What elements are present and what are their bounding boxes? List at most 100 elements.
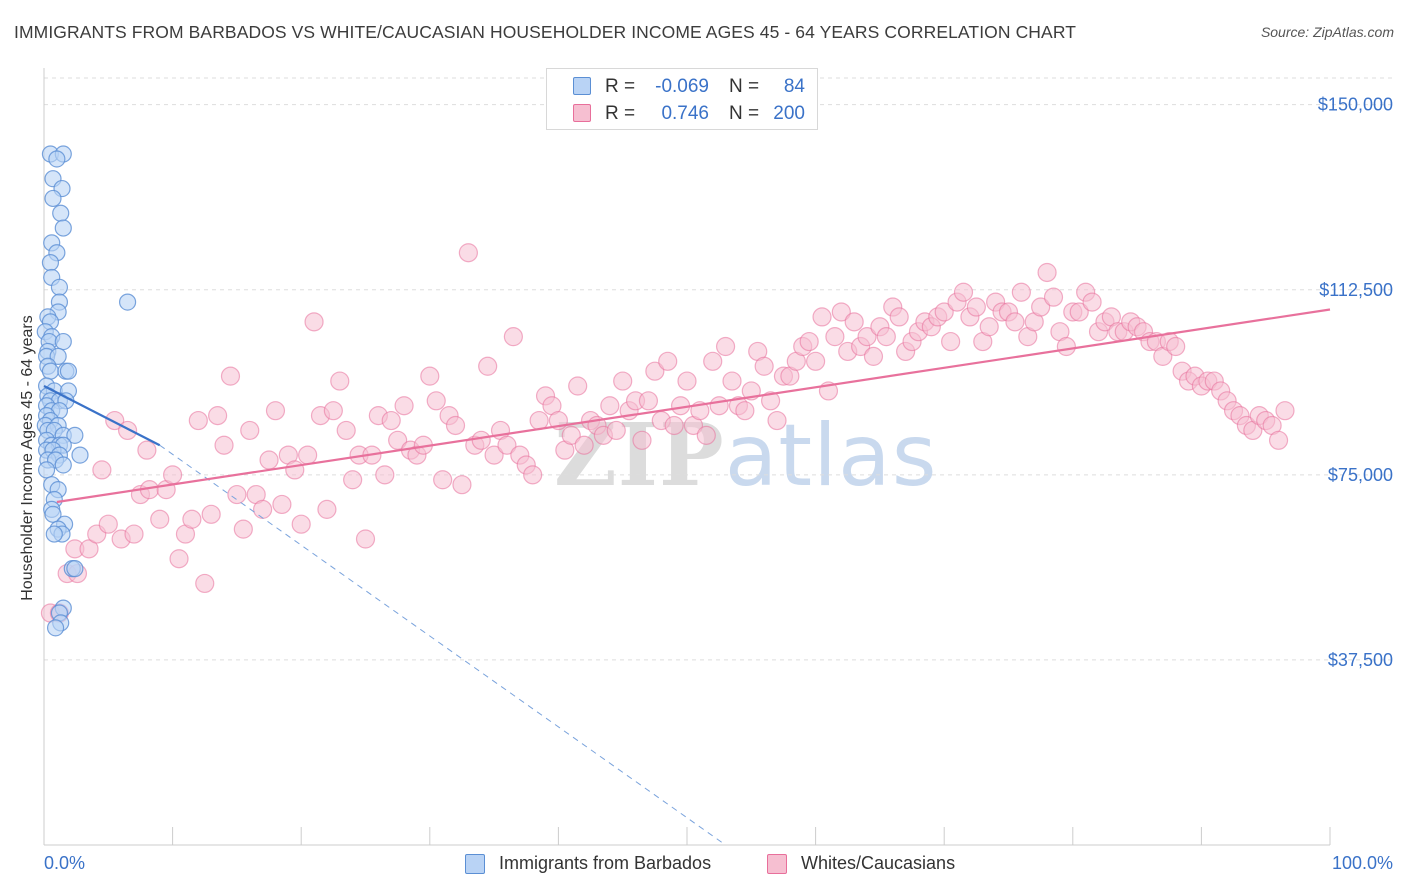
trend-lines [43,308,1331,846]
point-whites [497,435,517,455]
point-whites [98,514,118,534]
point-whites [188,410,208,431]
point-whites [124,524,144,544]
point-whites [420,366,440,386]
point-barbados [41,362,60,380]
point-whites [638,391,659,411]
point-whites [336,420,356,441]
point-whites [471,430,491,450]
point-whites [574,435,594,455]
point-whites [1037,262,1057,283]
point-whites [863,346,884,366]
point-whites [1069,302,1089,322]
point-whites [220,366,241,386]
point-barbados [71,446,89,464]
point-barbados [54,219,72,237]
point-whites [696,425,716,445]
point-barbados [118,293,137,311]
point-whites [433,470,453,490]
r-label: R = [605,103,636,124]
point-whites [355,529,376,549]
point-whites [715,336,736,357]
point-whites [137,440,157,460]
point-whites [645,361,665,381]
point-whites [1166,336,1186,357]
point-whites [343,470,363,490]
legend-swatch-blue [465,854,485,874]
r-label: R = [605,76,636,97]
point-whites [767,410,787,431]
series-whites-points [40,243,1295,623]
point-whites [150,509,170,529]
point-whites [677,371,697,391]
trend-line-whites [56,308,1331,504]
point-whites [214,435,234,455]
y-tick-label: $150,000 [1318,95,1393,115]
stats-row-whites: R = 0.746 N = 200 [547,100,817,126]
point-barbados [66,426,84,444]
point-whites [934,302,954,322]
point-whites [1005,312,1025,332]
y-tick-label: $37,500 [1328,650,1393,670]
point-whites [291,514,311,534]
point-barbados [48,150,66,168]
point-whites [1275,401,1295,421]
point-whites [703,351,723,371]
stats-legend: R = -0.069 N = 84 R = 0.746 N = 200 [546,68,818,130]
point-whites [664,415,684,436]
point-whites [182,509,202,529]
n-label: N = [729,76,760,97]
point-whites [825,327,845,347]
point-whites [568,376,588,396]
watermark-atlas: atlas [724,406,938,506]
point-whites [812,307,832,327]
point-whites [805,351,826,371]
point-whites [298,445,318,465]
x-tick-label: 100.0% [1332,853,1393,873]
point-whites [484,445,504,465]
point-whites [709,396,729,416]
point-whites [966,297,986,317]
point-whites [857,327,877,347]
point-whites [272,494,292,515]
point-whites [394,396,414,416]
trend-line-barbados [43,385,161,447]
r-value: 0.746 [661,103,709,124]
n-value: 200 [773,103,805,124]
y-tick-label: $112,500 [1319,280,1393,300]
point-whites [265,401,286,421]
point-whites [285,460,305,480]
point-whites [941,331,961,352]
point-whites [831,302,851,322]
point-whites [388,430,408,450]
legend-swatch-pink [767,854,787,874]
point-barbados [52,204,70,222]
x-tick-label: 0.0% [44,853,85,873]
y-tick-label: $75,000 [1328,465,1393,485]
point-whites [561,425,581,445]
point-whites [233,519,253,539]
point-whites [1056,336,1076,357]
point-barbados [37,461,56,479]
point-whites [760,391,781,411]
point-whites [381,410,401,431]
series-legend: Immigrants from Barbados Whites/Caucasia… [0,852,1406,878]
point-barbados [46,619,65,637]
legend-swatch-pink [573,104,591,122]
legend-label: Whites/Caucasians [801,853,956,873]
tick-labels: $37,500 $75,000 $112,500 $150,000 0.0% 100.0% [44,95,1393,873]
point-barbados [49,347,67,365]
point-whites [452,475,472,495]
point-barbados [44,189,62,208]
point-whites [195,573,215,594]
point-barbados [54,332,72,351]
point-whites [375,465,395,485]
point-whites [1011,282,1031,302]
point-whites [1082,292,1102,312]
point-whites [754,356,774,376]
point-barbados [45,525,63,543]
legend-label: Immigrants from Barbados [499,853,712,873]
point-barbados [59,362,78,380]
r-value: -0.069 [655,76,709,97]
